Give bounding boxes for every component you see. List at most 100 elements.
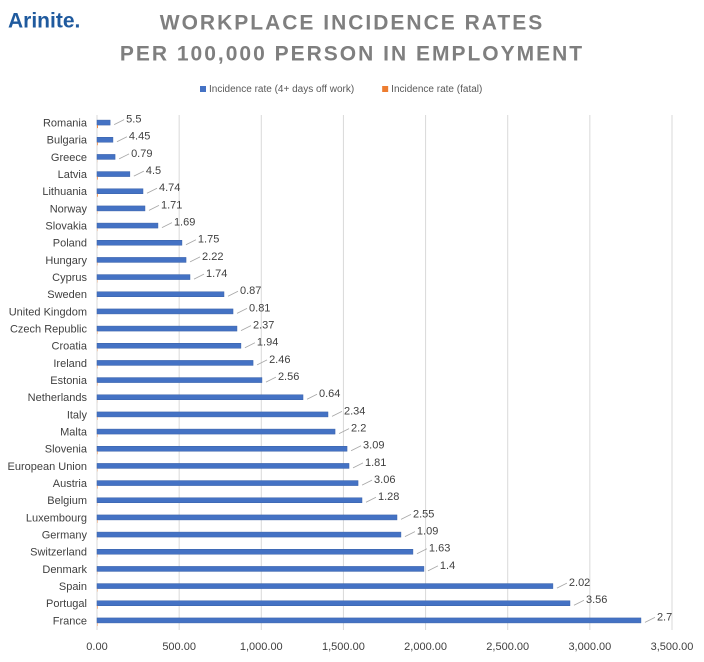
- y-tick-label: Bulgaria: [47, 135, 88, 147]
- data-label: 0.87: [240, 285, 261, 297]
- y-tick-label: Malta: [60, 426, 88, 438]
- data-label: 0.64: [319, 388, 340, 400]
- leader-line: [556, 582, 568, 589]
- bar: [96, 480, 359, 486]
- bar: [96, 549, 414, 555]
- bar: [96, 566, 425, 572]
- data-label: 3.09: [363, 440, 384, 452]
- data-label: 1.63: [429, 543, 450, 555]
- y-tick-label: Czech Republic: [10, 323, 88, 335]
- leader-line: [644, 617, 656, 623]
- leader-line: [227, 290, 239, 297]
- leader-line: [236, 308, 248, 314]
- bar: [96, 119, 111, 126]
- data-label: 1.28: [378, 491, 399, 503]
- y-tick-label: Switzerland: [30, 547, 87, 559]
- data-label: 0.81: [249, 302, 270, 314]
- bar: [96, 325, 238, 332]
- bar: [96, 154, 116, 160]
- bar: [96, 205, 146, 212]
- data-label: 2.22: [202, 251, 223, 263]
- x-tick-label: 3,000.00: [568, 641, 611, 653]
- data-label: 1.4: [440, 560, 455, 572]
- leader-line: [404, 531, 416, 537]
- legend-swatch: [200, 86, 206, 92]
- y-tick-label: Italy: [67, 409, 88, 421]
- bar: [97, 193, 98, 197]
- y-tick-label: France: [53, 615, 87, 627]
- x-tick-label: 3,500.00: [651, 641, 694, 653]
- x-tick-label: 2,500.00: [486, 641, 529, 653]
- bar: [97, 605, 98, 609]
- chart-title: PER 100,000 PERSON IN EMPLOYMENT: [120, 43, 584, 66]
- leader-line: [133, 170, 145, 177]
- bar: [96, 257, 187, 263]
- data-label: 1.71: [161, 199, 182, 211]
- data-label: 1.81: [365, 457, 386, 469]
- y-tick-label: Romania: [43, 117, 88, 129]
- bar: [97, 142, 98, 146]
- y-tick-label: Hungary: [45, 255, 87, 267]
- bar: [96, 394, 304, 400]
- bar: [96, 291, 225, 297]
- legend-label: Incidence rate (fatal): [391, 84, 482, 95]
- bar: [97, 485, 98, 489]
- chart-title: WORKPLACE INCIDENCE RATES: [160, 12, 544, 35]
- y-tick-label: Germany: [42, 529, 88, 541]
- y-tick-label: Belgium: [47, 495, 87, 507]
- leader-line: [306, 393, 318, 400]
- y-tick-label: Austria: [53, 478, 88, 490]
- brand-logo: Arinite.: [8, 10, 80, 33]
- bar: [96, 583, 554, 589]
- y-tick-label: Luxembourg: [26, 512, 87, 524]
- leader-line: [244, 342, 256, 349]
- data-label: 2.46: [269, 354, 290, 366]
- y-tick-label: Netherlands: [28, 392, 88, 404]
- bar: [97, 125, 98, 129]
- y-tick-label: Latvia: [58, 169, 88, 181]
- y-tick-label: Slovakia: [45, 220, 87, 232]
- y-tick-label: Greece: [51, 152, 87, 164]
- data-label: 1.74: [206, 268, 227, 280]
- bar: [96, 171, 131, 177]
- bar: [96, 428, 336, 435]
- leader-line: [416, 548, 428, 555]
- leader-line: [361, 479, 373, 486]
- leader-line: [240, 325, 252, 331]
- bar: [96, 308, 234, 315]
- leader-line: [352, 462, 364, 469]
- data-label: 5.5: [126, 113, 141, 125]
- leader-line: [338, 428, 350, 434]
- y-tick-label: Lithuania: [42, 186, 88, 198]
- x-tick-label: 2,000.00: [404, 641, 447, 653]
- leader-line: [113, 119, 125, 125]
- leader-line: [350, 445, 362, 452]
- bar: [97, 176, 98, 180]
- data-label: 4.5: [146, 165, 161, 177]
- y-tick-label: Spain: [59, 581, 87, 593]
- leader-line: [146, 187, 158, 194]
- data-label: 1.69: [174, 216, 195, 228]
- x-tick-label: 1,500.00: [322, 641, 365, 653]
- y-tick-label: European Union: [7, 461, 87, 473]
- y-tick-label: Cyprus: [52, 272, 87, 284]
- bar: [96, 497, 363, 503]
- bar: [96, 188, 144, 194]
- bar: [96, 137, 114, 143]
- y-tick-label: Sweden: [47, 289, 87, 301]
- legend-label: Incidence rate (4+ days off work): [209, 84, 354, 95]
- leader-line: [400, 514, 412, 520]
- data-label: 4.74: [159, 182, 180, 194]
- bar: [96, 617, 642, 624]
- leader-line: [116, 136, 128, 143]
- bar: [96, 360, 254, 366]
- data-label: 2.2: [351, 422, 366, 434]
- data-label: 1.75: [198, 234, 219, 246]
- data-label: 2.02: [569, 577, 590, 589]
- data-label: 3.56: [586, 594, 607, 606]
- y-tick-label: United Kingdom: [9, 306, 87, 318]
- leader-line: [427, 565, 439, 572]
- bar: [96, 446, 348, 452]
- leader-line: [185, 239, 197, 246]
- leader-line: [118, 153, 130, 160]
